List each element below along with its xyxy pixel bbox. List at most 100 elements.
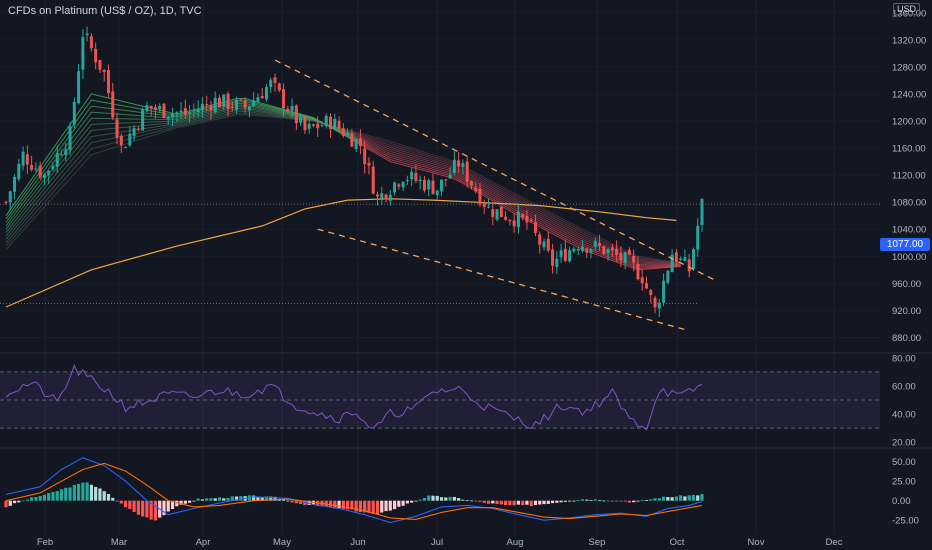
macd-axis-label: 25.00 xyxy=(892,477,916,488)
candle-body xyxy=(145,105,149,112)
macd-histogram-bar xyxy=(59,489,64,501)
macd-histogram-bar xyxy=(559,500,563,503)
macd-histogram-bar xyxy=(486,500,491,504)
candle-body xyxy=(72,101,76,125)
candle-body xyxy=(619,252,623,261)
macd-histogram-bar xyxy=(448,496,452,501)
candle-body xyxy=(235,99,239,110)
candle-body xyxy=(598,243,602,247)
macd-histogram-bar xyxy=(427,495,431,501)
candle-body xyxy=(474,187,478,192)
time-axis-label: Dec xyxy=(826,537,843,548)
candle-body xyxy=(30,164,34,170)
price-axis-label: 1160.00 xyxy=(892,144,926,155)
macd-histogram-bar xyxy=(72,484,76,501)
candle-body xyxy=(132,127,136,137)
candle-body xyxy=(487,206,491,208)
macd-histogram-bar xyxy=(136,500,140,515)
candle-body xyxy=(311,124,315,126)
candle-body xyxy=(623,252,627,264)
candle-body xyxy=(153,107,157,110)
macd-histogram-bar xyxy=(452,496,456,501)
macd-histogram-bar xyxy=(546,500,550,504)
candle-body xyxy=(568,250,572,262)
candle-body xyxy=(320,125,324,127)
macd-histogram-bar xyxy=(4,500,8,508)
candle-body xyxy=(13,176,17,192)
macd-histogram-bar xyxy=(563,500,567,502)
candle-body xyxy=(218,97,221,107)
candle-body xyxy=(593,241,597,247)
macd-histogram-bar xyxy=(111,497,115,501)
candle-body xyxy=(388,194,392,201)
candle-body xyxy=(410,171,414,180)
macd-histogram-bar xyxy=(619,500,623,502)
time-axis-label: Sep xyxy=(589,537,606,548)
macd-histogram-bar xyxy=(380,500,384,513)
macd-histogram-bar xyxy=(589,500,593,501)
macd-histogram-bar xyxy=(439,497,444,501)
candle-body xyxy=(269,79,273,88)
macd-histogram-bar xyxy=(76,483,81,501)
candle-body xyxy=(324,115,328,127)
ema-ribbon-line xyxy=(5,110,357,244)
macd-histogram-bar xyxy=(132,500,136,513)
candle-body xyxy=(371,166,375,194)
macd-histogram-bar xyxy=(691,494,696,501)
candle-body xyxy=(538,234,542,245)
macd-signal-line xyxy=(5,462,703,520)
candle-body xyxy=(640,277,644,284)
rsi-axis-label: 60.00 xyxy=(892,381,916,392)
macd-histogram-bar xyxy=(388,500,392,511)
ema200-line xyxy=(5,198,677,308)
candle-body xyxy=(465,161,469,182)
candle-body xyxy=(674,252,678,262)
macd-histogram-bar xyxy=(170,500,175,510)
price-axis-label: 1280.00 xyxy=(892,62,926,73)
candle-body xyxy=(469,181,473,186)
candle-body xyxy=(316,123,320,129)
candle-body xyxy=(393,182,397,193)
macd-histogram-bar xyxy=(102,491,106,501)
candle-body xyxy=(542,241,546,248)
macd-histogram-bar xyxy=(683,496,687,501)
candle-body xyxy=(435,190,439,196)
rsi-axis-label: 20.00 xyxy=(892,438,916,449)
candle-body xyxy=(700,198,704,225)
candle-body xyxy=(205,104,209,106)
candle-body xyxy=(521,214,525,218)
candle-body xyxy=(375,194,379,197)
macd-histogram-bar xyxy=(401,500,405,506)
macd-histogram-bar xyxy=(474,500,478,502)
macd-histogram-bar xyxy=(98,488,102,501)
candle-body xyxy=(38,165,42,177)
macd-histogram-bar xyxy=(213,498,217,501)
macd-histogram-bar xyxy=(115,500,119,502)
macd-histogram-bar xyxy=(499,500,503,505)
candle-body xyxy=(461,163,465,167)
candle-body xyxy=(354,139,358,149)
macd-histogram-bar xyxy=(457,498,461,501)
candle-body xyxy=(508,219,512,221)
currency-button[interactable]: USD xyxy=(893,3,921,15)
macd-histogram-bar xyxy=(183,500,187,504)
candle-body xyxy=(422,179,426,191)
macd-histogram-bar xyxy=(286,500,290,502)
macd-histogram-bar xyxy=(209,498,213,501)
candle-body xyxy=(414,172,418,181)
candle-body xyxy=(81,37,85,70)
macd-histogram-bar xyxy=(333,500,337,509)
candle-body xyxy=(239,99,243,101)
candle-body xyxy=(55,153,59,167)
candle-body xyxy=(495,209,499,220)
candle-body xyxy=(337,120,341,129)
candle-body xyxy=(444,179,448,181)
macd-histogram-bar xyxy=(264,496,269,501)
candle-body xyxy=(226,93,230,110)
macd-histogram-bar xyxy=(503,500,508,506)
macd-histogram-bar xyxy=(192,500,196,502)
macd-histogram-bar xyxy=(410,500,414,503)
candle-body xyxy=(171,113,175,118)
candle-body xyxy=(89,36,93,49)
